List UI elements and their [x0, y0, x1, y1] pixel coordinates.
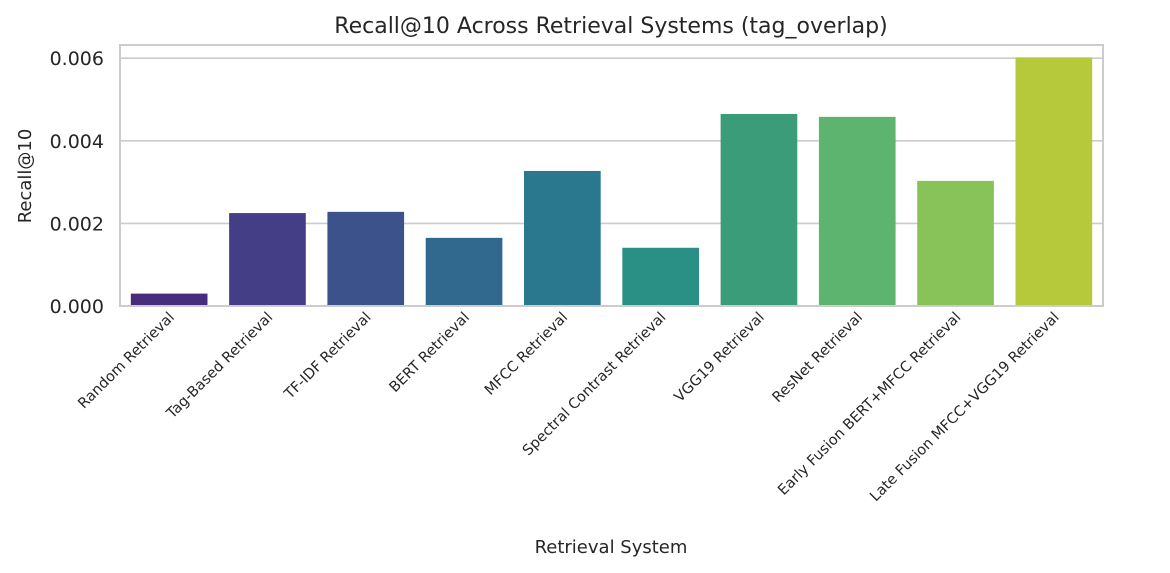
y-tick-label: 0.002 — [50, 213, 104, 235]
bars — [130, 57, 1093, 307]
bar — [622, 247, 699, 306]
bar — [1015, 57, 1093, 307]
x-tick-label: BERT Retrieval — [387, 310, 473, 396]
bar — [818, 116, 896, 306]
plot-frame — [119, 44, 1104, 307]
bar — [917, 180, 994, 306]
x-tick-label: ResNet Retrieval — [770, 310, 866, 406]
y-tick-label: 0.000 — [50, 296, 104, 318]
bar — [425, 237, 503, 306]
x-axis-label: Retrieval System — [535, 537, 688, 558]
y-axis-label: Recall@10 — [15, 129, 36, 224]
bar — [327, 211, 405, 306]
x-tick-label: VGG19 Retrieval — [672, 310, 768, 406]
bar — [720, 113, 798, 307]
bar — [229, 213, 306, 306]
x-tick-label: MFCC Retrieval — [482, 310, 571, 399]
bar — [130, 293, 208, 306]
y-tick-label: 0.004 — [50, 131, 104, 153]
x-tick-label: TF-IDF Retrieval — [281, 310, 375, 404]
bar — [524, 170, 601, 306]
chart-title: Recall@10 Across Retrieval Systems (tag_… — [334, 14, 887, 39]
x-tick-label: Tag-Based Retrieval — [163, 310, 276, 423]
x-tick-label: Late Fusion MFCC+VGG19 Retrieval — [867, 310, 1062, 505]
x-tick-label: Early Fusion BERT+MFCC Retrieval — [775, 310, 964, 499]
y-tick-label: 0.006 — [50, 48, 104, 70]
x-tick-label: Random Retrieval — [75, 310, 178, 413]
y-axis-ticks: 0.000 0.002 0.004 0.006 — [50, 48, 104, 318]
